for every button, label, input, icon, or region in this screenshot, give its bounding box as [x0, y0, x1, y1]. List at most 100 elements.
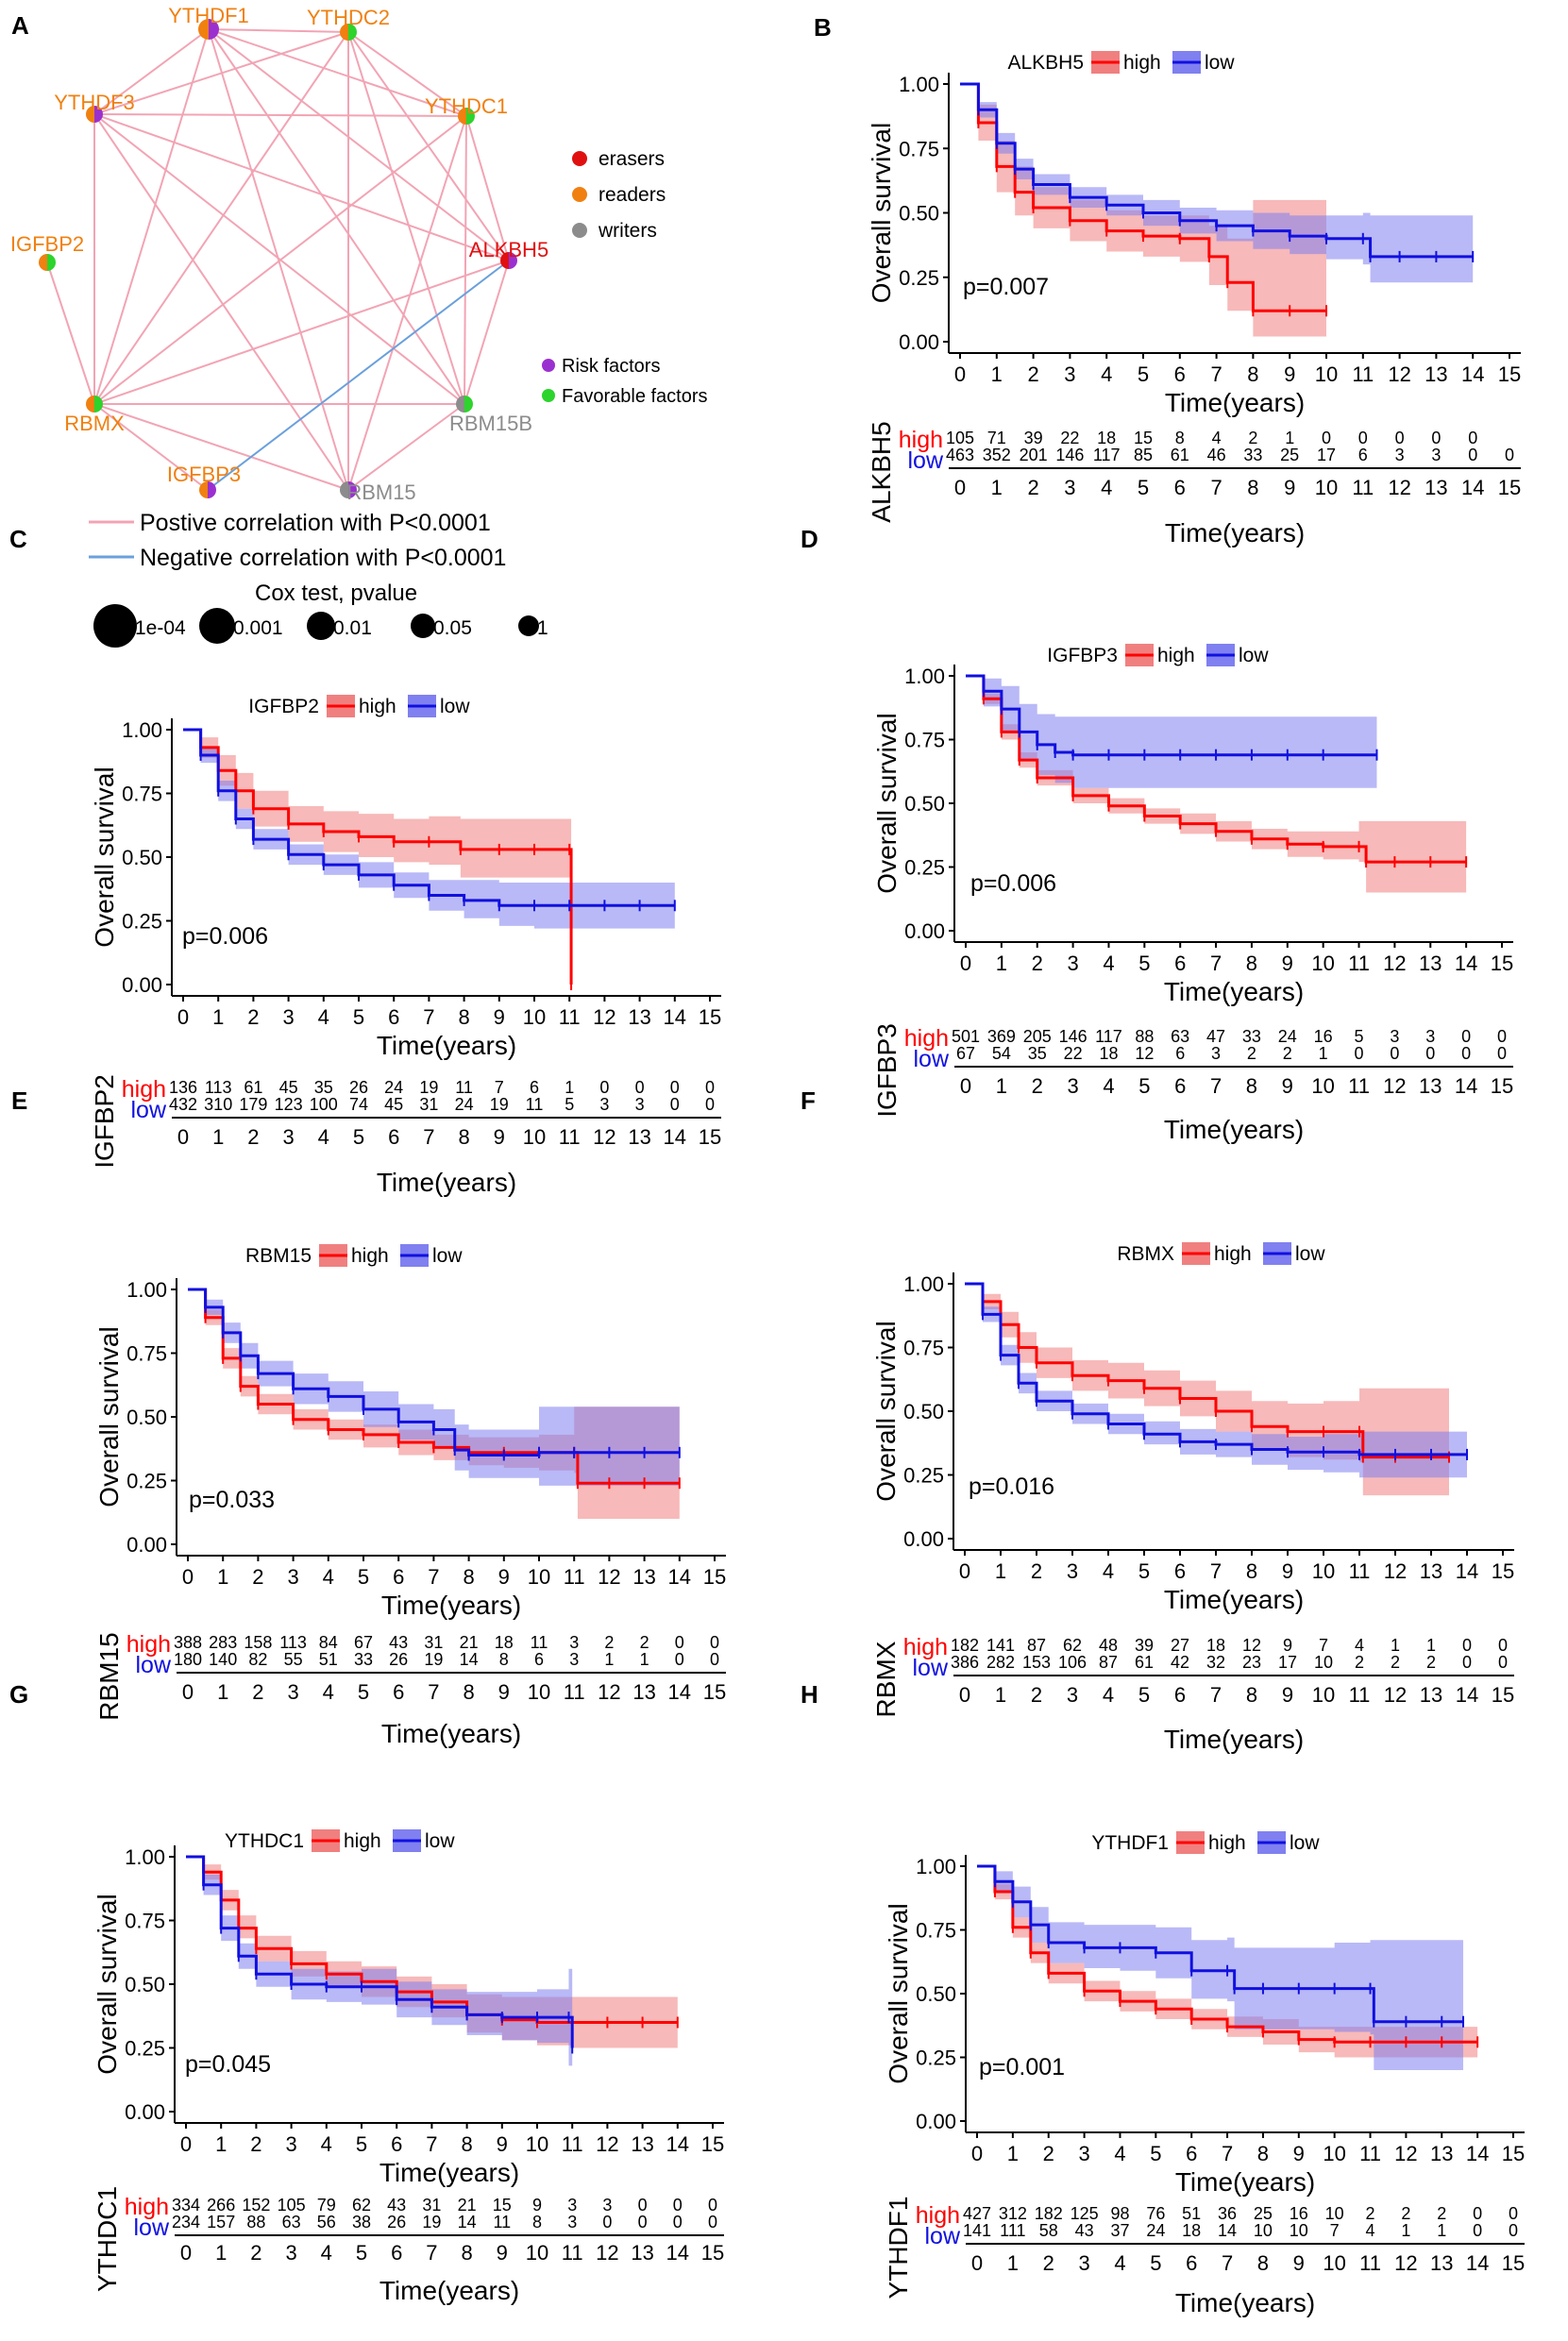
x-tick-label: 7	[428, 1565, 439, 1589]
risk-low-count: 1	[604, 1650, 614, 1669]
risk-low-count: 42	[1171, 1653, 1189, 1672]
panel-letter: B	[814, 13, 832, 42]
edge-ythdc2-rbmx	[93, 31, 349, 405]
risk-high-count: 3	[569, 1633, 579, 1652]
x-tick-label: 13	[632, 1565, 655, 1589]
risk-x-tick-label: 0	[954, 476, 966, 499]
x-tick-label: 3	[1067, 952, 1078, 975]
y-tick-label: 1.00	[122, 718, 162, 742]
edge-ythdf1-ythdc1	[208, 28, 467, 117]
legend-high-label: high	[344, 1830, 381, 1852]
risk-low-count: 18	[1182, 2221, 1201, 2240]
x-tick-label: 14	[668, 1565, 691, 1589]
km-panels: B0.000.250.500.751.000 1 2 3 4 5 6 7 8 9 10 11 12 13 1…	[9, 13, 1525, 2317]
x-tick-label: 1	[215, 2132, 227, 2156]
panel-letter: E	[11, 1086, 27, 1115]
risk-x-tick-label: 12	[1384, 1683, 1407, 1707]
x-tick-label: 12	[1383, 952, 1406, 975]
risk-x-tick-label: 5	[1138, 1683, 1150, 1707]
risk-high-count: 117	[1095, 1027, 1122, 1046]
node-rbm15: RBM15	[340, 480, 416, 504]
risk-high-count: 3	[602, 2196, 612, 2215]
x-tick-label: 10	[1312, 1559, 1335, 1583]
risk-low-count: 58	[1039, 2221, 1058, 2240]
risk-high-count: 18	[1206, 1636, 1225, 1655]
risk-low-count: 179	[239, 1095, 267, 1114]
legend-high-label: high	[359, 696, 396, 717]
risk-high-count: 2	[604, 1633, 614, 1652]
risk-x-tick-label: 5	[356, 2241, 367, 2265]
risk-high-count: 9	[1283, 1636, 1292, 1655]
risk-high-count: 152	[242, 2196, 270, 2215]
ci-band-high	[183, 730, 572, 985]
x-tick-label: 7	[1222, 2142, 1233, 2165]
risk-high-count: 18	[495, 1633, 514, 1652]
risk-low-count: 463	[946, 446, 974, 464]
edge-ythdc1-rbmx	[93, 115, 467, 405]
risk-table-title: RBM15	[94, 1632, 124, 1720]
risk-high-label: high	[904, 1025, 949, 1052]
risk-x-tick-label: 0	[177, 1125, 189, 1149]
risk-low-count: 61	[1171, 446, 1189, 464]
risk-high-count: 39	[1135, 1636, 1154, 1655]
node-rbmx: RBMX	[64, 396, 125, 435]
risk-low-count: 0	[670, 1095, 680, 1114]
edge-rbmx-rbm15	[93, 403, 349, 491]
x-tick-label: 12	[598, 1565, 620, 1589]
risk-high-label: high	[899, 427, 943, 453]
x-tick-label: 1	[217, 1565, 228, 1589]
edge-ythdf3-rbm15	[93, 113, 349, 491]
risk-x-tick-label: 3	[287, 1680, 298, 1704]
risk-x-tick-label: 13	[632, 1680, 655, 1704]
ci-band-high	[966, 676, 1467, 893]
x-tick-label: 13	[628, 1005, 650, 1029]
y-tick-label: 0.00	[916, 2110, 956, 2133]
node-ythdf3: YTHDF3	[54, 91, 135, 123]
risk-x-tick-label: 3	[1064, 476, 1075, 499]
risk-high-count: 113	[205, 1078, 232, 1097]
risk-high-count: 2	[1437, 2204, 1446, 2223]
risk-low-count: 1	[1319, 1044, 1328, 1063]
size-legend-dot	[411, 614, 435, 638]
risk-low-count: 180	[174, 1650, 202, 1669]
risk-x-tick-label: 1	[217, 1680, 228, 1704]
risk-table-title: YTHDF1	[884, 2197, 913, 2299]
p-value: p=0.006	[970, 870, 1056, 897]
y-tick-label: 0.50	[899, 202, 939, 226]
risk-high-count: 43	[387, 2196, 406, 2215]
risk-x-tick-label: 6	[1174, 1074, 1186, 1098]
size-legend-label: 0.001	[233, 617, 283, 639]
edge-ythdf1-ythdc2	[208, 28, 349, 33]
edge-ythdf1-rbmx	[93, 28, 210, 405]
risk-high-count: 71	[987, 429, 1006, 447]
y-axis-title: Overall survival	[872, 713, 902, 893]
risk-high-count: 24	[384, 1078, 403, 1097]
risk-table-title: RBMX	[871, 1641, 901, 1717]
x-tick-label: 12	[1384, 1559, 1407, 1583]
risk-high-count: 2	[1366, 2204, 1375, 2223]
risk-high-count: 39	[1024, 429, 1043, 447]
x-tick-label: 15	[1492, 1559, 1514, 1583]
legend-low-label: low	[1295, 1243, 1325, 1265]
risk-x-tick-label: 10	[1312, 1683, 1335, 1707]
risk-high-count: 2	[1401, 2204, 1410, 2223]
risk-x-tick-label: 2	[1027, 476, 1038, 499]
risk-high-label: high	[903, 1634, 948, 1660]
node-label: RBM15	[346, 480, 415, 504]
risk-low-count: 31	[419, 1095, 438, 1114]
risk-high-count: 47	[1206, 1027, 1225, 1046]
x-tick-label: 8	[1246, 952, 1257, 975]
risk-x-tick-label: 6	[1174, 1683, 1186, 1707]
x-tick-label: 3	[1067, 1559, 1078, 1583]
risk-high-count: 31	[422, 2196, 441, 2215]
edge-ythdf1-rbm15	[208, 28, 349, 491]
risk-high-count: 16	[1290, 2204, 1308, 2223]
node-effect-half	[348, 24, 357, 41]
x-tick-label: 9	[494, 1005, 505, 1029]
x-tick-label: 13	[1430, 2142, 1453, 2165]
x-tick-label: 12	[596, 2132, 618, 2156]
risk-x-tick-label: 7	[1210, 1683, 1222, 1707]
x-tick-label: 7	[426, 2132, 437, 2156]
x-tick-label: 13	[631, 2132, 653, 2156]
